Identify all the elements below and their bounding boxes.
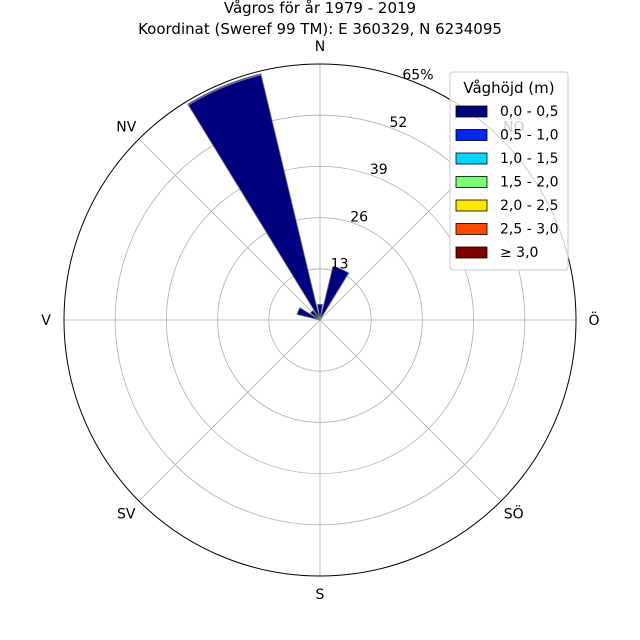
- legend-label: 1,0 - 1,5: [500, 151, 558, 167]
- grid-spoke: [319, 319, 502, 502]
- legend-swatch: [455, 129, 488, 141]
- grid: [64, 64, 576, 576]
- bar-NNÖ-series-0: [319, 265, 350, 321]
- direction-label: V: [41, 313, 51, 329]
- chart-title: Vågros för år 1979 - 2019: [224, 0, 416, 17]
- legend-swatch: [455, 105, 488, 118]
- bar-N-series-0: [317, 303, 323, 321]
- legend-label: 0,0 - 0,5: [500, 104, 558, 120]
- bars: [187, 73, 350, 321]
- direction-label: S: [316, 587, 325, 603]
- legend-items: 0,0 - 0,5 0,5 - 1,0 1,0 - 1,5 1,5 - 2,0 2,0 …: [455, 104, 558, 261]
- legend-label: 2,5 - 3,0: [500, 222, 558, 238]
- direction-label: SV: [117, 507, 136, 523]
- bar-VNV-series-0: [296, 307, 321, 321]
- legend: Våghöjd (m) 0,0 - 0,5 0,5 - 1,0 1,0 - 1,5 1…: [449, 71, 569, 271]
- legend-label: ≥ 3,0: [500, 245, 538, 261]
- legend-label: 1,5 - 2,0: [500, 175, 558, 191]
- legend-frame: [449, 71, 569, 271]
- legend-swatch: [455, 223, 488, 235]
- radial-tick-label: 39: [370, 162, 388, 178]
- legend-swatch: [455, 152, 488, 165]
- legend-label: 2,0 - 2,5: [500, 198, 558, 214]
- direction-label: NV: [116, 119, 136, 135]
- radial-tick-label: 52: [389, 115, 407, 131]
- legend-swatch: [455, 246, 488, 259]
- legend-swatch: [455, 199, 488, 212]
- legend-swatch: [455, 176, 488, 188]
- radial-tick-label: 26: [350, 209, 368, 225]
- direction-label: N: [315, 39, 325, 55]
- ring-labels: 13 26 39 52 65%: [331, 67, 434, 272]
- bar-NNV-series-1: [187, 73, 262, 106]
- grid-spoke: [138, 138, 321, 321]
- polar-frame: [63, 63, 577, 577]
- radial-tick-label: 13: [331, 257, 349, 273]
- bar-NV-series-0: [309, 309, 321, 321]
- legend-title: Våghöjd (m): [463, 79, 554, 97]
- direction-label: Ö: [588, 311, 599, 329]
- chart-subtitle: Koordinat (Sweref 99 TM): E 360329, N 62…: [138, 20, 502, 38]
- legend-label: 0,5 - 1,0: [500, 128, 558, 144]
- direction-label: SÖ: [504, 505, 524, 523]
- grid-spoke: [138, 319, 321, 502]
- radial-tick-label: 65%: [402, 67, 433, 83]
